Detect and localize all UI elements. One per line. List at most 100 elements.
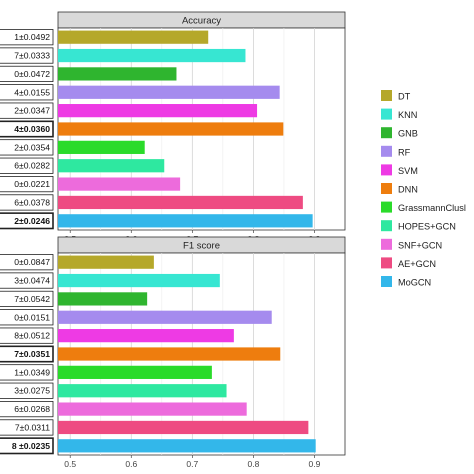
legend-label: RF <box>398 147 411 157</box>
value-label-box <box>0 254 54 271</box>
legend-label: MoGCN <box>398 278 431 288</box>
value-label: 1±0.0492 <box>14 32 50 42</box>
legend-swatch <box>381 164 392 176</box>
x-tick-label: 0.7 <box>186 459 198 469</box>
value-label-box <box>0 212 54 230</box>
legend-swatch <box>381 238 392 250</box>
value-label-box <box>0 272 54 289</box>
value-label: 7±0.0542 <box>14 294 50 304</box>
x-tick-label: 0.5 <box>64 459 76 469</box>
value-label-box <box>0 382 54 399</box>
bar-dt <box>58 30 209 44</box>
legend-swatch <box>381 220 392 232</box>
value-label: 6±0.0268 <box>14 404 50 414</box>
bar-gnb <box>58 292 148 306</box>
bar-dnn <box>58 347 281 361</box>
legend-label: GrassmannClusl <box>398 203 466 213</box>
bar-grassmanncluster <box>58 365 212 379</box>
value-label-box <box>0 437 54 455</box>
bar-hopes-gcn <box>58 159 165 173</box>
panel-1: F1 score 0±0.0847 3±0.0474 7±0.0542 0±0.0151… <box>0 236 346 469</box>
value-label-box <box>0 65 54 82</box>
legend-swatch <box>381 145 392 157</box>
value-label-box <box>0 120 54 138</box>
bar-dt <box>58 255 154 269</box>
bar-svm <box>58 104 258 118</box>
bar-grassmanncluster <box>58 140 145 154</box>
legend-label: SVM <box>398 166 418 176</box>
value-label: 7±0.0311 <box>15 422 50 432</box>
value-label: 0±0.0472 <box>14 69 50 79</box>
value-label: 8±0.0512 <box>14 331 50 341</box>
panel-title: Accuracy <box>182 16 221 27</box>
value-label-box <box>0 194 54 211</box>
panel-0: Accuracy 1±0.0492 7±0.0333 0±0.0472 4±0.0155… <box>0 11 346 244</box>
value-label-box <box>0 419 54 436</box>
chart-panels: Accuracy 1±0.0492 7±0.0333 0±0.0472 4±0.0155… <box>0 11 346 469</box>
legend-label: AE+GCN <box>398 259 436 269</box>
bar-rf <box>58 310 272 324</box>
legend-swatch <box>381 127 392 139</box>
legend-label: DT <box>398 92 411 102</box>
value-label: 1±0.0349 <box>14 367 50 377</box>
panel-title: F1 score <box>183 241 220 252</box>
legend: DT KNN GNB RF SVM DNN GrassmannClusl HOPES+GCN S… <box>381 90 466 288</box>
value-label: 6±0.0282 <box>14 161 50 171</box>
value-label: 3±0.0474 <box>14 276 50 286</box>
value-label: 8 ±0.0235 <box>12 441 50 451</box>
value-label-box <box>0 84 54 101</box>
value-label-box <box>0 345 54 363</box>
bar-knn <box>58 273 220 288</box>
legend-swatch <box>381 276 392 287</box>
bar-gnb <box>58 67 177 81</box>
value-label: 2±0.0354 <box>14 142 50 152</box>
legend-swatch <box>381 90 392 101</box>
value-label: 0±0.0151 <box>14 312 50 322</box>
bar-ae-gcn <box>58 420 309 435</box>
value-label: 2±0.0246 <box>14 216 50 226</box>
bar-mogcn <box>58 214 313 228</box>
value-label-box <box>0 327 54 344</box>
value-label-box <box>0 176 54 193</box>
legend-swatch <box>381 257 392 269</box>
value-label: 0±0.0847 <box>14 257 50 267</box>
value-label: 4±0.0360 <box>14 124 50 134</box>
bar-knn <box>58 48 246 63</box>
value-label-box <box>0 139 54 156</box>
bar-ae-gcn <box>58 195 303 210</box>
bar-dnn <box>58 122 284 136</box>
legend-swatch <box>381 183 392 194</box>
bar-rf <box>58 85 280 99</box>
x-tick-label: 0.6 <box>125 459 137 469</box>
value-label-box <box>0 401 54 418</box>
value-label: 3±0.0275 <box>14 386 50 396</box>
value-label: 7±0.0351 <box>14 349 50 359</box>
bar-snf-gcn <box>58 402 247 416</box>
value-label: 4±0.0155 <box>14 87 50 97</box>
bar-snf-gcn <box>58 177 181 191</box>
bar-hopes-gcn <box>58 384 227 398</box>
value-label-box <box>0 309 54 326</box>
value-label-box <box>0 29 54 46</box>
value-label-box <box>0 157 54 174</box>
legend-label: DNN <box>398 185 418 195</box>
value-label: 6±0.0378 <box>14 197 50 207</box>
value-label: 2±0.0347 <box>14 106 50 116</box>
value-label: 0±0.0221 <box>14 179 50 189</box>
value-label-box <box>0 47 54 64</box>
bar-svm <box>58 329 234 343</box>
x-tick-label: 0.9 <box>309 459 321 469</box>
x-tick-label: 0.8 <box>247 459 259 469</box>
value-label-box <box>0 364 54 381</box>
legend-label: HOPES+GCN <box>398 222 456 232</box>
legend-swatch <box>381 108 392 120</box>
legend-label: SNF+GCN <box>398 240 442 250</box>
value-label: 7±0.0333 <box>14 51 50 61</box>
bar-mogcn <box>58 439 316 453</box>
value-label-box <box>0 290 54 307</box>
legend-swatch <box>381 201 392 213</box>
value-label-box <box>0 102 54 119</box>
legend-label: KNN <box>398 110 417 120</box>
legend-label: GNB <box>398 129 418 139</box>
